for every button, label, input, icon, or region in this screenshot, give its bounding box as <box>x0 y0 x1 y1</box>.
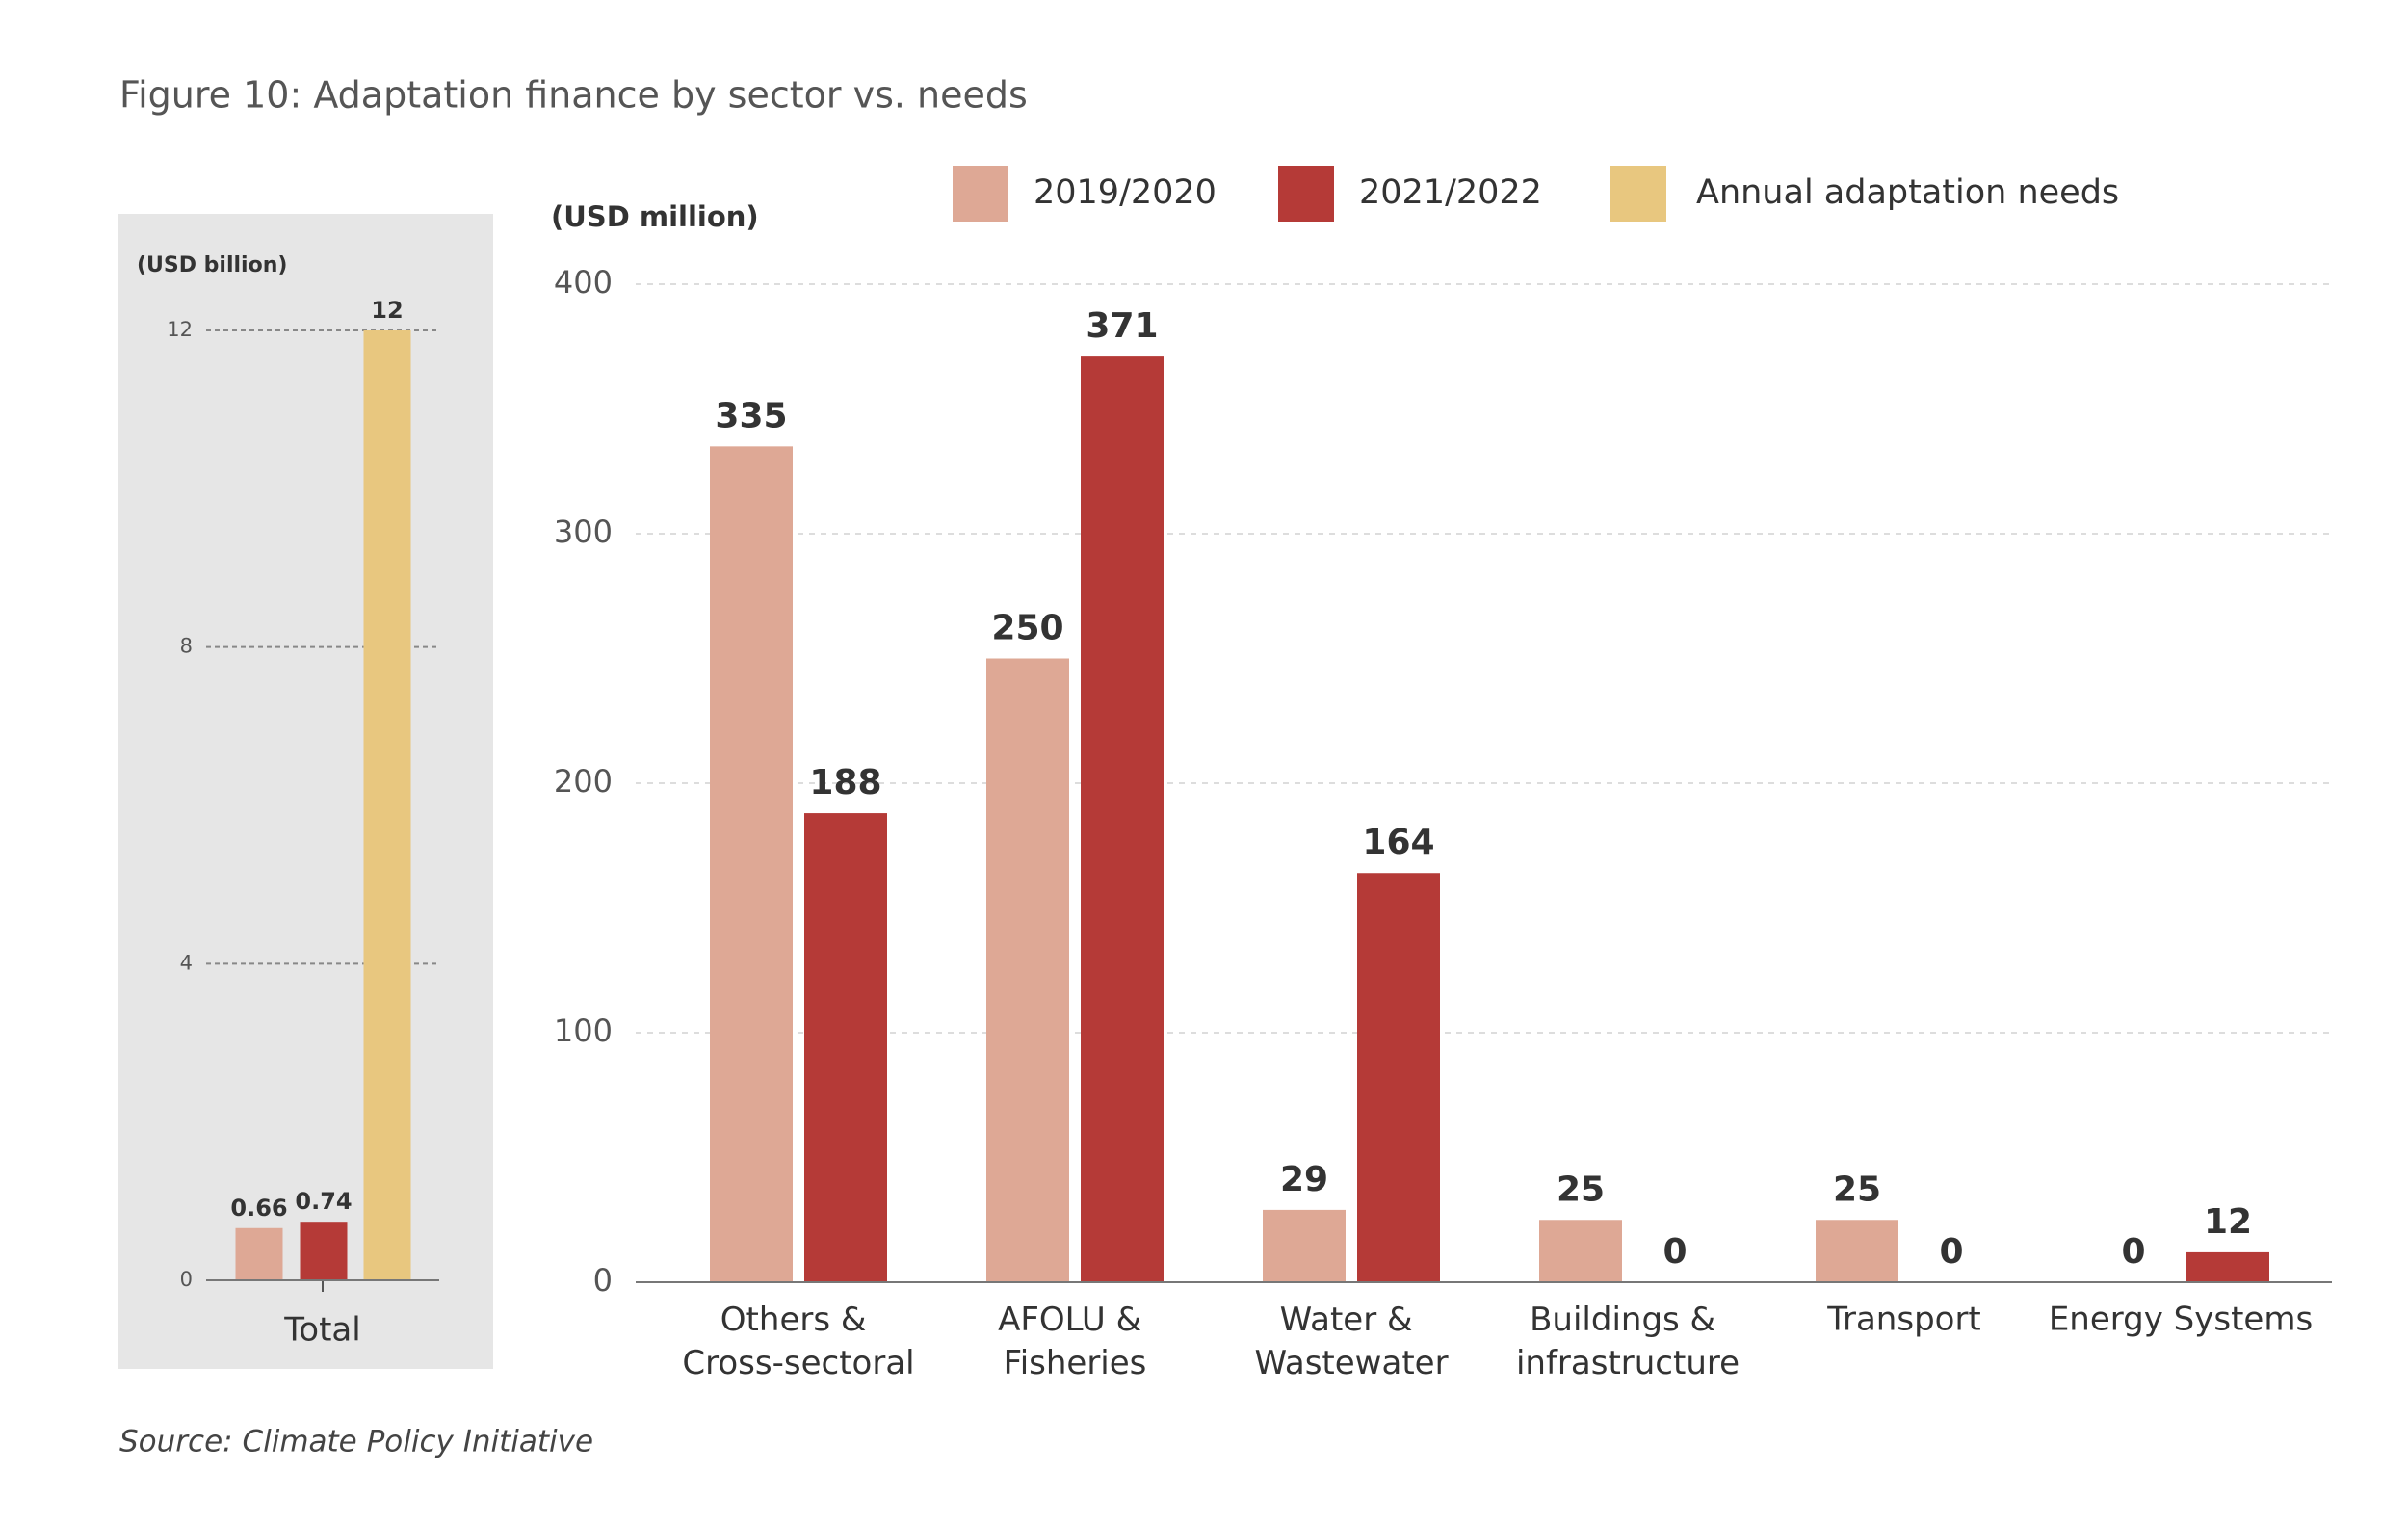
x-tick-label: Transport <box>1826 1301 1981 1339</box>
x-tick-label: Total <box>283 1311 360 1350</box>
x-tick-label: Water & Wastewater <box>1254 1301 1448 1382</box>
legend-label: 2021/2022 <box>1359 173 1542 212</box>
legend-swatch <box>953 166 1008 222</box>
bar <box>1357 873 1440 1282</box>
data-label: 0 <box>1939 1232 1963 1272</box>
y-tick-label: 8 <box>180 635 193 658</box>
bar <box>1081 356 1164 1282</box>
legend-swatch <box>1278 166 1334 222</box>
x-tick-label: Others & Cross-sectoral <box>682 1301 914 1382</box>
legend-label: 2019/2020 <box>1034 173 1217 212</box>
data-label: 335 <box>715 396 787 435</box>
y-tick-label: 200 <box>554 763 613 800</box>
bar <box>1263 1209 1346 1282</box>
legend-swatch <box>1610 166 1666 222</box>
bar <box>804 813 887 1282</box>
bar <box>1539 1220 1622 1282</box>
bar <box>2186 1251 2269 1282</box>
y-axis-title: (USD billion) <box>137 253 287 277</box>
data-label: 250 <box>991 609 1063 648</box>
source-note: Source: Climate Policy Initiative <box>119 1425 593 1459</box>
data-label: 25 <box>1833 1170 1881 1209</box>
bar <box>986 658 1069 1282</box>
bar <box>235 1227 283 1280</box>
data-label: 371 <box>1086 306 1158 346</box>
data-label: 0.74 <box>295 1188 352 1215</box>
data-label: 25 <box>1557 1170 1605 1209</box>
figure-title: Figure 10: Adaptation finance by sector … <box>119 74 1028 117</box>
y-tick-label: 0 <box>593 1262 613 1299</box>
bar <box>363 330 411 1280</box>
y-axis-title: (USD million) <box>551 200 759 233</box>
y-tick-label: 0 <box>180 1268 193 1291</box>
data-label: 12 <box>2204 1202 2252 1242</box>
y-tick-label: 400 <box>554 264 613 301</box>
y-tick-label: 4 <box>180 951 193 974</box>
bar <box>710 446 793 1283</box>
data-label: 29 <box>1280 1160 1328 1199</box>
total-panel <box>118 214 493 1369</box>
data-label: 0.66 <box>230 1195 287 1222</box>
data-label: 0 <box>2121 1232 2145 1272</box>
data-label: 0 <box>1662 1232 1687 1272</box>
x-tick-label: Buildings & infrastructure <box>1516 1301 1740 1382</box>
y-tick-label: 100 <box>554 1012 613 1049</box>
y-tick-label: 12 <box>167 318 193 341</box>
data-label: 188 <box>809 763 881 802</box>
legend-label: Annual adaptation needs <box>1696 173 2119 212</box>
x-tick-label: AFOLU & Fisheries <box>998 1301 1152 1382</box>
x-tick-label: Energy Systems <box>2049 1301 2313 1339</box>
y-tick-label: 300 <box>554 513 613 550</box>
bar <box>300 1222 348 1280</box>
data-label: 12 <box>371 297 403 324</box>
bar <box>1816 1220 1898 1282</box>
data-label: 164 <box>1362 823 1434 862</box>
